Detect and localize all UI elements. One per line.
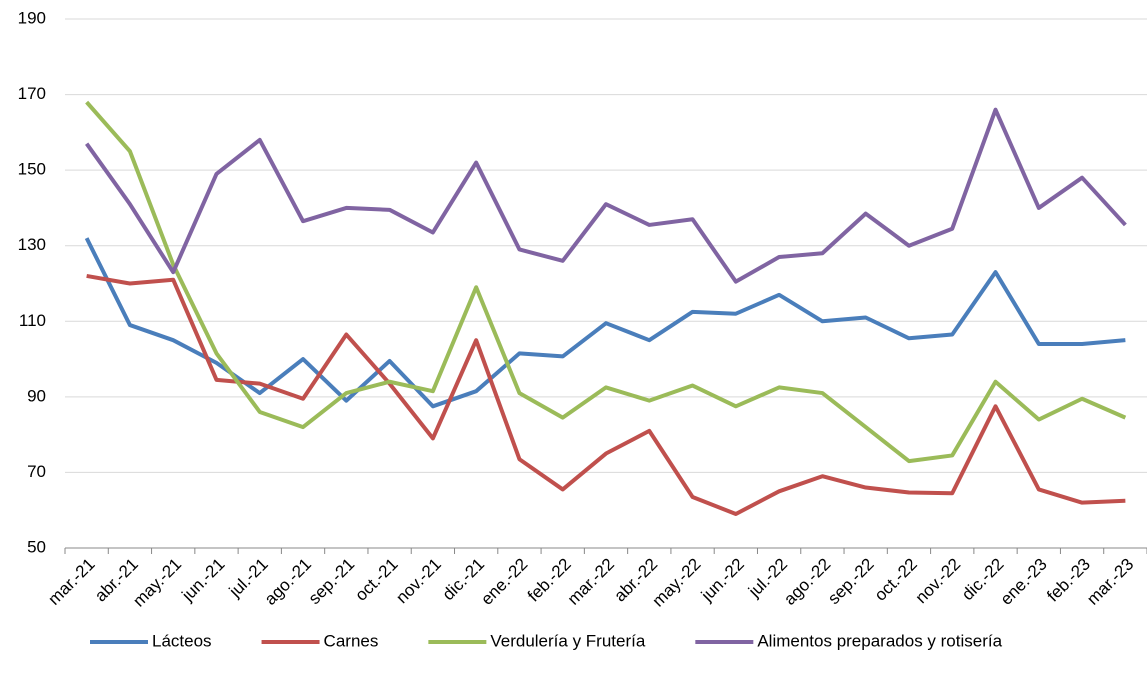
x-tick-label: mar.-21 — [44, 555, 98, 609]
x-tick-label: sep.-22 — [824, 555, 878, 609]
y-tick-label: 170 — [18, 84, 46, 103]
y-tick-label: 70 — [27, 462, 46, 481]
x-tick-label: ago.-21 — [261, 555, 315, 609]
x-tick-label: mar.-22 — [564, 555, 618, 609]
x-tick-label: ene.-22 — [477, 555, 531, 609]
y-tick-label: 110 — [19, 311, 46, 330]
y-tick-label: 90 — [27, 386, 46, 405]
x-tick-label: jun.-21 — [178, 555, 229, 606]
legend-label: Carnes — [324, 631, 379, 650]
x-tick-label: ago.-22 — [780, 555, 834, 609]
series-line — [84, 237, 1126, 409]
y-tick-label: 50 — [27, 537, 46, 556]
series-line — [86, 273, 1126, 516]
series-line — [85, 107, 1127, 284]
x-tick-label: mar.-23 — [1083, 555, 1137, 609]
legend-label: Lácteos — [152, 631, 212, 650]
x-tick-label: may.-22 — [649, 555, 705, 611]
legend-label: Verdulería y Frutería — [490, 631, 646, 650]
x-tick-label: nov.-22 — [912, 555, 965, 608]
y-tick-label: 130 — [18, 235, 46, 254]
series-line — [85, 100, 1127, 464]
y-tick-label: 190 — [18, 8, 46, 27]
x-tick-label: sep.-21 — [305, 555, 359, 609]
x-tick-label: may.-21 — [129, 555, 185, 611]
legend-label: Alimentos preparados y rotisería — [757, 631, 1002, 650]
x-tick-label: jun.-22 — [697, 555, 748, 606]
x-tick-label: oct.-22 — [871, 555, 921, 605]
x-tick-label: ene.-23 — [997, 555, 1051, 609]
x-tick-label: nov.-21 — [392, 555, 445, 608]
y-tick-label: 150 — [18, 160, 46, 179]
x-tick-label: oct.-21 — [351, 555, 401, 605]
